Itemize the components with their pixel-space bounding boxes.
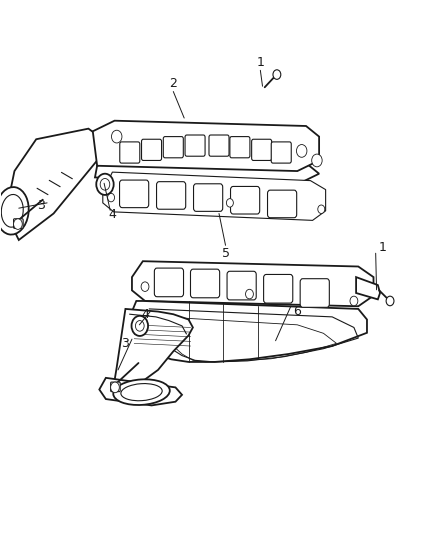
Circle shape xyxy=(246,289,253,299)
FancyBboxPatch shape xyxy=(227,271,256,300)
FancyBboxPatch shape xyxy=(156,182,186,209)
Circle shape xyxy=(14,219,22,229)
Ellipse shape xyxy=(0,187,29,235)
FancyBboxPatch shape xyxy=(185,135,205,156)
Circle shape xyxy=(111,382,119,393)
Polygon shape xyxy=(356,277,380,300)
Text: 4: 4 xyxy=(141,308,149,321)
Circle shape xyxy=(108,193,115,202)
Ellipse shape xyxy=(113,379,170,405)
FancyBboxPatch shape xyxy=(209,135,229,156)
Text: 1: 1 xyxy=(378,241,386,254)
Circle shape xyxy=(131,316,148,336)
FancyBboxPatch shape xyxy=(14,219,23,228)
FancyBboxPatch shape xyxy=(120,142,140,163)
FancyBboxPatch shape xyxy=(163,136,184,158)
Circle shape xyxy=(312,154,322,167)
Circle shape xyxy=(100,179,110,190)
Circle shape xyxy=(350,296,358,306)
Polygon shape xyxy=(115,309,193,389)
Polygon shape xyxy=(132,261,374,306)
FancyBboxPatch shape xyxy=(252,139,272,160)
Text: 3: 3 xyxy=(121,337,129,350)
FancyBboxPatch shape xyxy=(120,180,149,208)
Ellipse shape xyxy=(121,384,162,401)
FancyBboxPatch shape xyxy=(230,187,260,214)
Circle shape xyxy=(318,205,325,214)
Polygon shape xyxy=(132,301,367,362)
Polygon shape xyxy=(99,378,182,406)
Polygon shape xyxy=(95,156,319,184)
FancyBboxPatch shape xyxy=(191,269,219,298)
Circle shape xyxy=(273,70,281,79)
Polygon shape xyxy=(6,128,110,240)
FancyBboxPatch shape xyxy=(300,279,329,308)
Circle shape xyxy=(141,282,149,292)
Text: 5: 5 xyxy=(222,247,230,260)
Text: 2: 2 xyxy=(170,77,177,90)
Text: 1: 1 xyxy=(256,56,264,69)
FancyBboxPatch shape xyxy=(141,139,162,160)
FancyBboxPatch shape xyxy=(271,142,291,163)
Circle shape xyxy=(135,320,144,331)
FancyBboxPatch shape xyxy=(264,274,293,303)
Text: 3: 3 xyxy=(37,199,45,212)
Text: 6: 6 xyxy=(293,305,301,318)
FancyBboxPatch shape xyxy=(194,184,223,212)
Text: 4: 4 xyxy=(109,208,117,221)
FancyBboxPatch shape xyxy=(111,382,120,392)
Circle shape xyxy=(112,130,122,143)
FancyBboxPatch shape xyxy=(230,136,250,158)
Polygon shape xyxy=(93,120,319,171)
Ellipse shape xyxy=(1,195,23,227)
FancyBboxPatch shape xyxy=(268,190,297,217)
Circle shape xyxy=(297,144,307,157)
Circle shape xyxy=(386,296,394,306)
FancyBboxPatch shape xyxy=(154,268,184,297)
Polygon shape xyxy=(103,172,325,220)
Circle shape xyxy=(226,199,233,207)
Circle shape xyxy=(96,174,114,195)
